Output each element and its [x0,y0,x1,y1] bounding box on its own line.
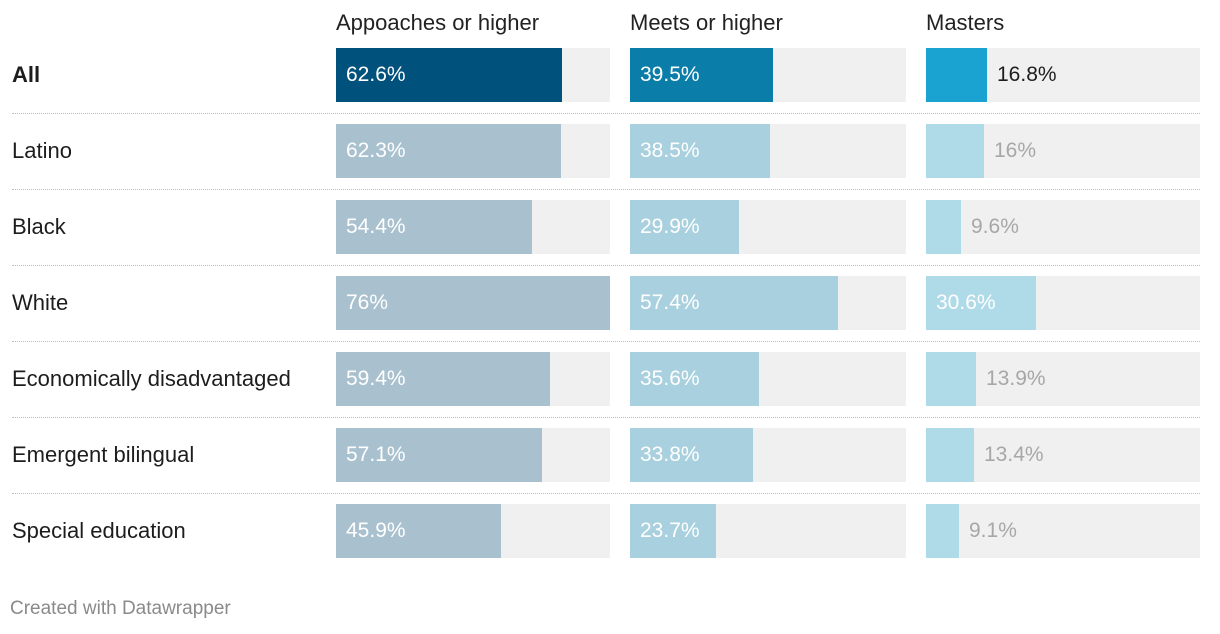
row-label-emergent-bilingual: Emergent bilingual [12,442,195,467]
data-label: 45.9% [346,519,406,542]
bar-track: 54.4% [336,200,610,254]
bar-track: 35.6% [630,352,906,406]
row-label-special-education: Special education [12,518,186,543]
bar-track: 9.6% [926,200,1200,254]
row-label-black: Black [12,214,66,239]
bar-appoaches-or-higher-white [336,276,610,330]
bar-masters-black [926,200,961,254]
bar-track: 29.9% [630,200,906,254]
bar-masters-emergent-bilingual [926,428,974,482]
data-label: 16.8% [997,63,1057,86]
bar-track: 9.1% [926,504,1200,558]
bar-track: 13.9% [926,352,1200,406]
data-label: 9.1% [969,519,1017,542]
data-label: 54.4% [346,215,406,238]
bar-track: 33.8% [630,428,906,482]
data-label: 62.3% [346,139,406,162]
data-label: 62.6% [346,63,406,86]
data-label: 76% [346,291,389,314]
data-label: 16% [994,139,1037,162]
bar-masters-all [926,48,987,102]
column-header-masters: Masters [926,10,1005,35]
bar-meets-or-higher-black [630,200,739,254]
bar-track: 45.9% [336,504,610,558]
bar-masters-economically-disadvantaged [926,352,976,406]
row-label-all: All [12,62,41,87]
bar-track: 62.3% [336,124,610,178]
data-label: 33.8% [640,443,700,466]
bar-track: 23.7% [630,504,906,558]
bar-meets-or-higher-all [630,48,773,102]
bar-track: 16.8% [926,48,1200,102]
data-label: 13.4% [984,443,1044,466]
row-label-white: White [12,290,69,315]
bar-meets-or-higher-emergent-bilingual [630,428,753,482]
data-label: 57.4% [640,291,700,314]
bar-masters-white [926,276,1036,330]
row-separator [12,265,1200,266]
data-label: 13.9% [986,367,1046,390]
bar-appoaches-or-higher-black [336,200,532,254]
data-label: 29.9% [640,215,700,238]
row-separator [12,113,1200,114]
bar-track: 57.4% [630,276,906,330]
bar-masters-latino [926,124,984,178]
row-separator [12,493,1200,494]
data-label: 38.5% [640,139,700,162]
column-header-meets-or-higher: Meets or higher [630,10,783,35]
bar-appoaches-or-higher-special-education [336,504,501,558]
bar-track: 38.5% [630,124,906,178]
bar-meets-or-higher-economically-disadvantaged [630,352,759,406]
row-label-latino: Latino [12,138,72,163]
bar-masters-special-education [926,504,959,558]
bar-appoaches-or-higher-economically-disadvantaged [336,352,550,406]
data-label: 39.5% [640,63,700,86]
data-label: 57.1% [346,443,406,466]
row-separator [12,341,1200,342]
row-label-economically-disadvantaged: Economically disadvantaged [12,366,291,391]
bar-appoaches-or-higher-emergent-bilingual [336,428,542,482]
row-separator [12,189,1200,190]
bar-track: 39.5% [630,48,906,102]
bar-appoaches-or-higher-latino [336,124,561,178]
bar-track: 30.6% [926,276,1200,330]
bar-appoaches-or-higher-all [336,48,562,102]
data-label: 35.6% [640,367,700,390]
footer-credit: Created with Datawrapper [10,598,231,619]
bar-track: 76% [336,276,610,330]
bar-track: 16% [926,124,1200,178]
row-separator [12,417,1200,418]
bar-track: 57.1% [336,428,610,482]
data-label: 9.6% [971,215,1019,238]
data-label: 59.4% [346,367,406,390]
bar-meets-or-higher-special-education [630,504,716,558]
data-label: 30.6% [936,291,996,314]
bar-track: 13.4% [926,428,1200,482]
bar-meets-or-higher-white [630,276,838,330]
data-label: 23.7% [640,519,700,542]
bar-track: 62.6% [336,48,610,102]
bar-track: 59.4% [336,352,610,406]
column-header-appoaches-or-higher: Appoaches or higher [336,10,540,35]
bar-meets-or-higher-latino [630,124,770,178]
